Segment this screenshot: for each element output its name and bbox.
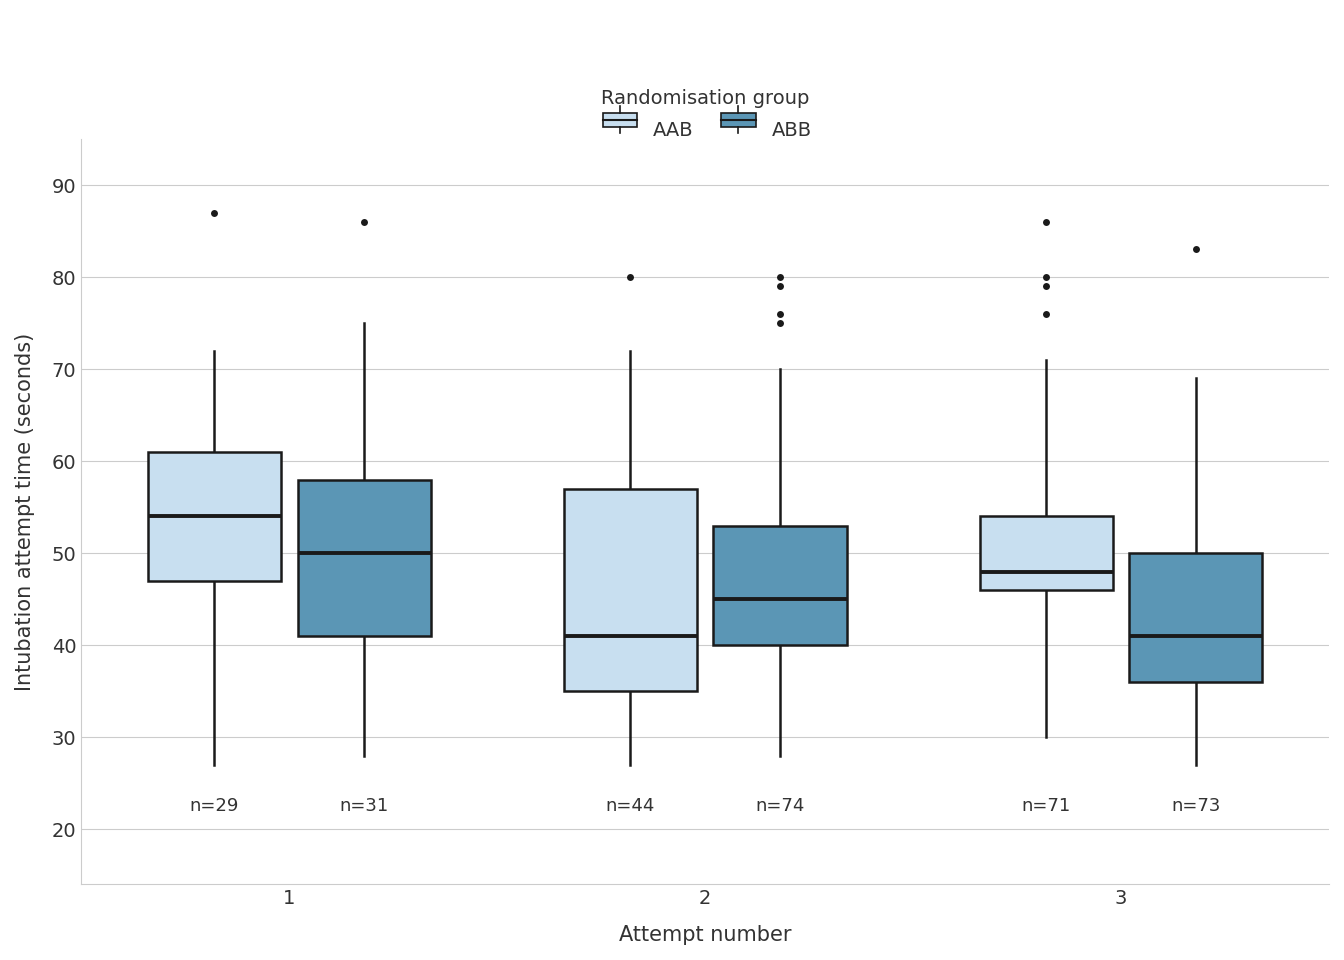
Text: n=74: n=74 (755, 797, 805, 815)
Text: n=73: n=73 (1171, 797, 1220, 815)
Bar (980, 516, 1113, 590)
Bar (563, 489, 696, 691)
Text: n=44: n=44 (606, 797, 655, 815)
Bar (1129, 553, 1262, 682)
Text: n=71: n=71 (1021, 797, 1071, 815)
Bar (297, 480, 430, 636)
Bar (148, 452, 281, 581)
X-axis label: Attempt number: Attempt number (618, 925, 792, 945)
Text: n=29: n=29 (190, 797, 239, 815)
Bar (714, 525, 847, 645)
Y-axis label: Intubation attempt time (seconds): Intubation attempt time (seconds) (15, 332, 35, 691)
Text: n=31: n=31 (340, 797, 388, 815)
Legend: AAB, ABB: AAB, ABB (591, 82, 820, 149)
